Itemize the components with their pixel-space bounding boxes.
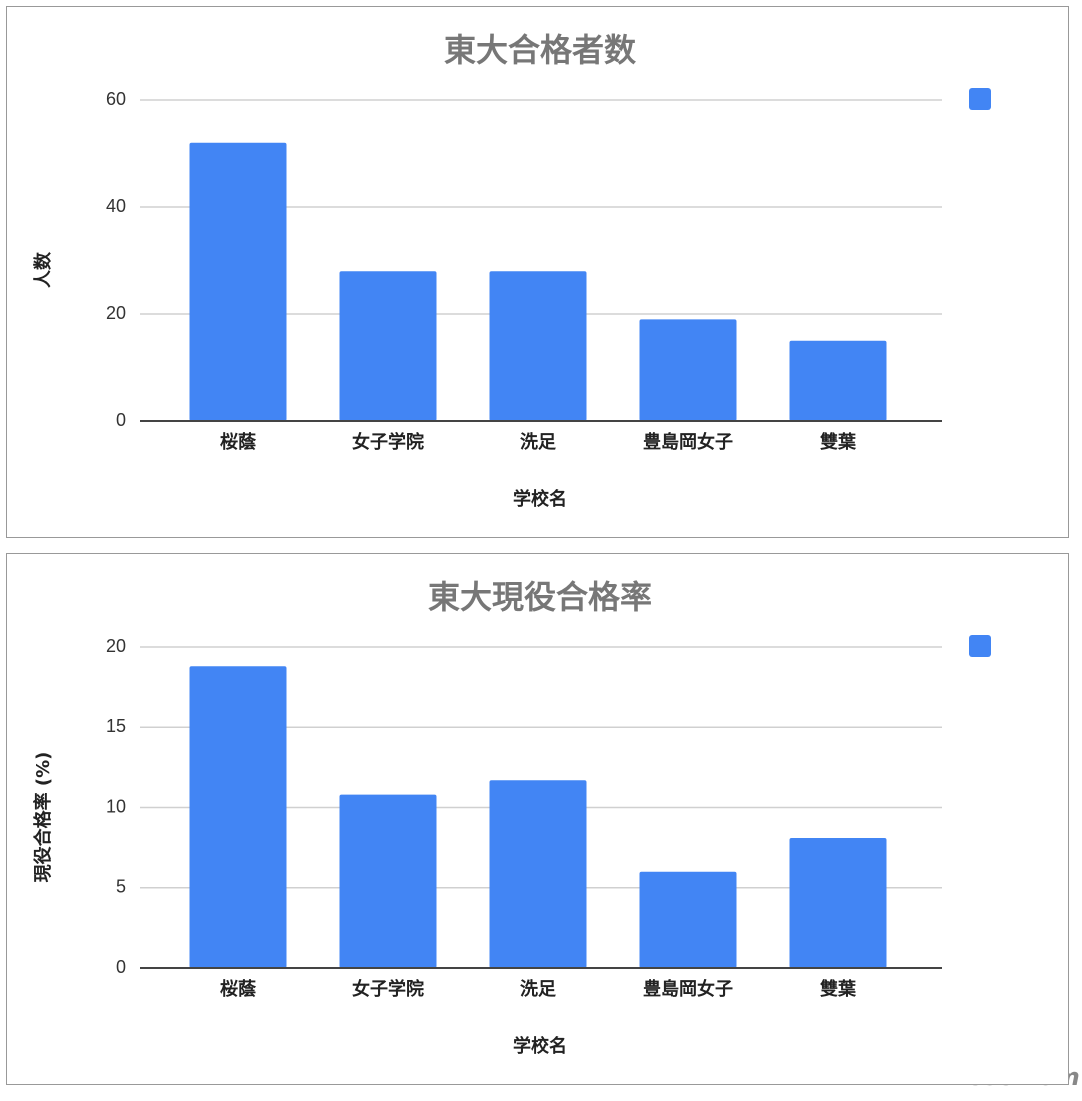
chart-title: 東大現役合格率 xyxy=(428,578,652,616)
x-tick-label: 洗足 xyxy=(520,431,556,453)
x-tick-label: 女子学院 xyxy=(352,431,424,453)
legend-swatch xyxy=(969,88,991,110)
bar xyxy=(789,837,887,968)
x-tick-label: 雙葉 xyxy=(820,431,857,453)
x-tick-label: 桜蔭 xyxy=(220,978,257,1000)
y-tick-label: 0 xyxy=(116,957,126,977)
x-tick-label: 豊島岡女子 xyxy=(643,978,733,1000)
bar xyxy=(339,271,437,421)
y-tick-label: 20 xyxy=(106,636,126,656)
y-axis-title: 人数 xyxy=(32,251,54,288)
bar xyxy=(189,142,287,422)
y-tick-label: 20 xyxy=(106,303,126,323)
bar xyxy=(639,319,737,421)
bar xyxy=(639,871,737,968)
x-tick-label: 雙葉 xyxy=(820,978,857,1000)
y-tick-label: 0 xyxy=(116,410,126,430)
legend-swatch xyxy=(969,635,991,657)
y-tick-label: 60 xyxy=(106,89,126,109)
y-tick-label: 10 xyxy=(106,796,126,816)
x-axis-title: 学校名 xyxy=(513,1035,567,1057)
x-tick-label: 桜蔭 xyxy=(220,431,257,453)
bar xyxy=(489,780,587,968)
bar xyxy=(789,340,887,421)
x-tick-label: 女子学院 xyxy=(352,978,424,1000)
bar xyxy=(339,794,437,968)
x-tick-label: 洗足 xyxy=(520,978,556,1000)
y-tick-label: 5 xyxy=(116,877,126,897)
y-tick-label: 40 xyxy=(106,196,126,216)
y-tick-label: 15 xyxy=(106,716,126,736)
bar xyxy=(189,666,287,968)
bar xyxy=(489,271,587,421)
x-tick-label: 豊島岡女子 xyxy=(643,431,733,453)
y-axis-title: 現役合格率 (%) xyxy=(32,752,54,883)
chart-title: 東大合格者数 xyxy=(444,31,637,69)
x-axis-title: 学校名 xyxy=(513,488,567,510)
